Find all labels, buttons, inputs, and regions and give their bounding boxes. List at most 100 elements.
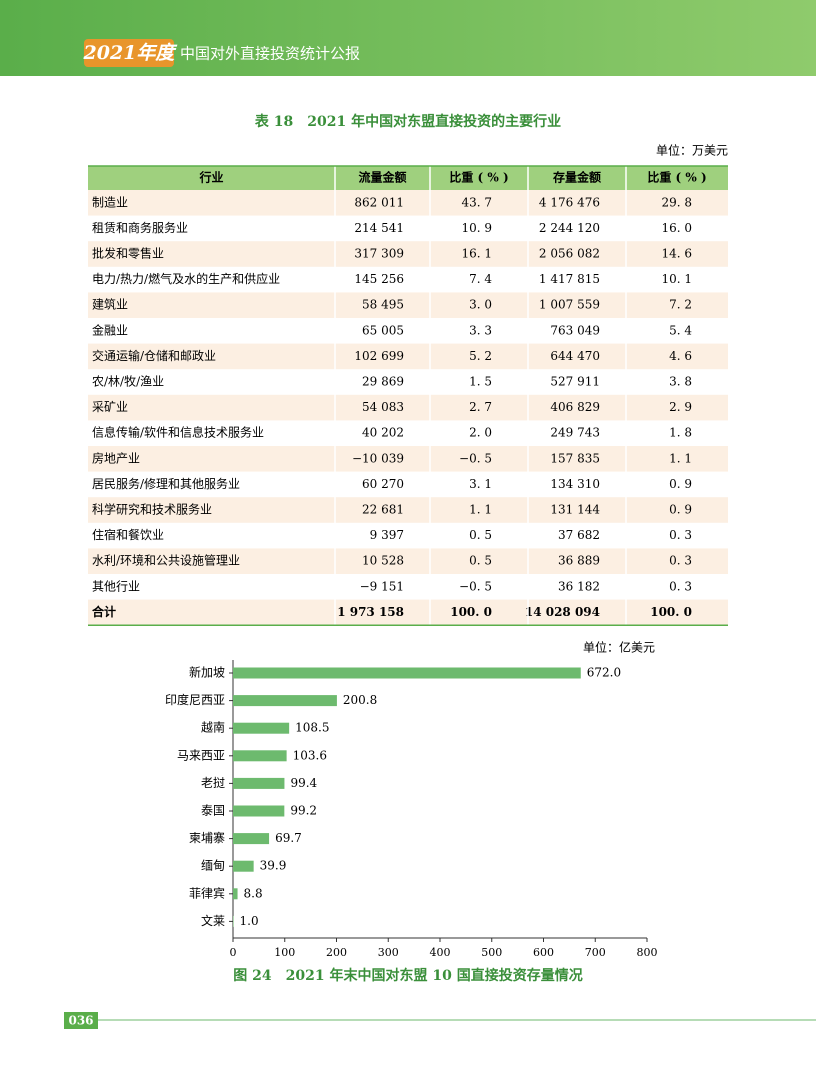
x-tick-label: 200 [326, 946, 347, 959]
bar [233, 777, 285, 789]
column-header: 比重 ( % ) [647, 170, 706, 185]
value-label: 99.2 [290, 804, 317, 818]
cell: 4. 6 [669, 349, 692, 363]
cell: 214 541 [354, 221, 404, 235]
row-label: 制造业 [92, 195, 128, 209]
bar [233, 695, 337, 707]
cell: 0. 5 [469, 528, 492, 542]
cell: 134 310 [550, 477, 600, 491]
cell: 145 256 [354, 272, 404, 286]
cell: 43. 7 [461, 195, 492, 209]
x-tick-label: 300 [378, 946, 399, 959]
category-label: 文莱 [201, 913, 225, 928]
cell: 65 005 [362, 323, 404, 337]
cell: 14 028 094 [525, 605, 600, 619]
row-label: 交通运输/仓储和邮政业 [92, 348, 216, 363]
row-label: 科学研究和技术服务业 [92, 502, 212, 517]
cell: 157 835 [550, 451, 600, 465]
cell: 58 495 [362, 298, 404, 312]
row-bg [88, 241, 728, 267]
row-bg [88, 548, 728, 574]
cell: 0. 3 [669, 579, 692, 593]
category-label: 新加坡 [189, 665, 225, 680]
cell: 4 176 476 [539, 195, 600, 209]
cell: 2. 7 [469, 400, 492, 414]
bar [233, 860, 254, 872]
cell: 1. 8 [669, 426, 692, 440]
cell: 1 973 158 [337, 605, 404, 619]
category-label: 老挝 [201, 776, 225, 790]
cell: 54 083 [362, 400, 404, 414]
header-year: 2021年度 [83, 42, 178, 64]
x-tick-label: 600 [533, 946, 554, 959]
cell: 763 049 [550, 323, 600, 337]
column-header: 行业 [198, 170, 223, 185]
cell: 22 681 [362, 503, 404, 517]
cell: 7. 4 [469, 272, 492, 286]
cell: 40 202 [362, 426, 404, 440]
cell: 5. 2 [469, 349, 492, 363]
year-badge [84, 39, 174, 67]
cell: 3. 1 [469, 477, 492, 491]
category-label: 柬埔寨 [189, 830, 225, 845]
value-label: 672.0 [587, 666, 621, 680]
category-label: 缅甸 [201, 859, 225, 873]
cell: 2 056 082 [539, 247, 600, 261]
cell: 2 244 120 [539, 221, 600, 235]
cell: 29 869 [362, 375, 404, 389]
row-bg [88, 292, 728, 318]
page-badge [64, 1012, 98, 1029]
bar [233, 915, 234, 927]
value-label: 8.8 [244, 886, 263, 900]
cell: 9 397 [370, 528, 404, 542]
bar [233, 722, 290, 734]
row-bg [88, 599, 728, 626]
x-tick-label: 0 [230, 946, 237, 959]
cell: 100. 0 [450, 605, 492, 619]
cell: 16. 0 [661, 221, 692, 235]
row-bg [88, 343, 728, 370]
cell: 3. 8 [669, 375, 692, 389]
x-tick-label: 400 [430, 946, 451, 959]
cell: 249 743 [550, 426, 600, 440]
cell: 1. 1 [669, 451, 692, 465]
row-label: 金融业 [92, 322, 128, 337]
table-title: 表 18 2021 年中国对东盟直接投资的主要行业 [254, 113, 561, 130]
row-label: 其他行业 [92, 579, 140, 593]
x-tick-label: 800 [637, 946, 658, 959]
row-bg [88, 190, 728, 216]
cell: 36 182 [558, 579, 600, 593]
table-unit: 单位：万美元 [656, 143, 728, 158]
cell: 29. 8 [661, 195, 692, 209]
cell: 16. 1 [461, 247, 492, 261]
row-label: 住宿和餐饮业 [92, 527, 164, 542]
bar [233, 805, 285, 817]
category-label: 泰国 [201, 804, 225, 818]
row-label: 租赁和商务服务业 [92, 220, 188, 235]
cell: 406 829 [550, 400, 600, 414]
cell: 0. 3 [669, 554, 692, 568]
cell: 317 309 [354, 247, 404, 261]
row-label: 水利/环境和公共设施管理业 [92, 553, 240, 568]
x-tick-label: 500 [481, 946, 502, 959]
header-title: 中国对外直接投资统计公报 [180, 45, 360, 63]
row-label: 采矿业 [92, 400, 128, 414]
row-label: 房地产业 [92, 450, 140, 465]
chart-unit: 单位：亿美元 [583, 640, 655, 655]
value-label: 103.6 [293, 748, 327, 762]
row-label: 农/林/牧/渔业 [92, 375, 164, 389]
row-label: 居民服务/修理和其他服务业 [92, 476, 240, 491]
cell: 5. 4 [669, 323, 692, 337]
cell: 0. 5 [469, 554, 492, 568]
cell: 60 270 [362, 477, 404, 491]
page-number: 036 [68, 1014, 93, 1028]
category-label: 越南 [201, 720, 225, 735]
column-header: 流量金额 [358, 170, 406, 185]
cell: 527 911 [550, 375, 600, 389]
category-label: 马来西亚 [177, 748, 225, 762]
row-label: 建筑业 [92, 297, 128, 312]
column-header: 比重 ( % ) [449, 170, 508, 185]
cell: 1. 1 [469, 503, 492, 517]
cell: 0. 9 [669, 477, 692, 491]
